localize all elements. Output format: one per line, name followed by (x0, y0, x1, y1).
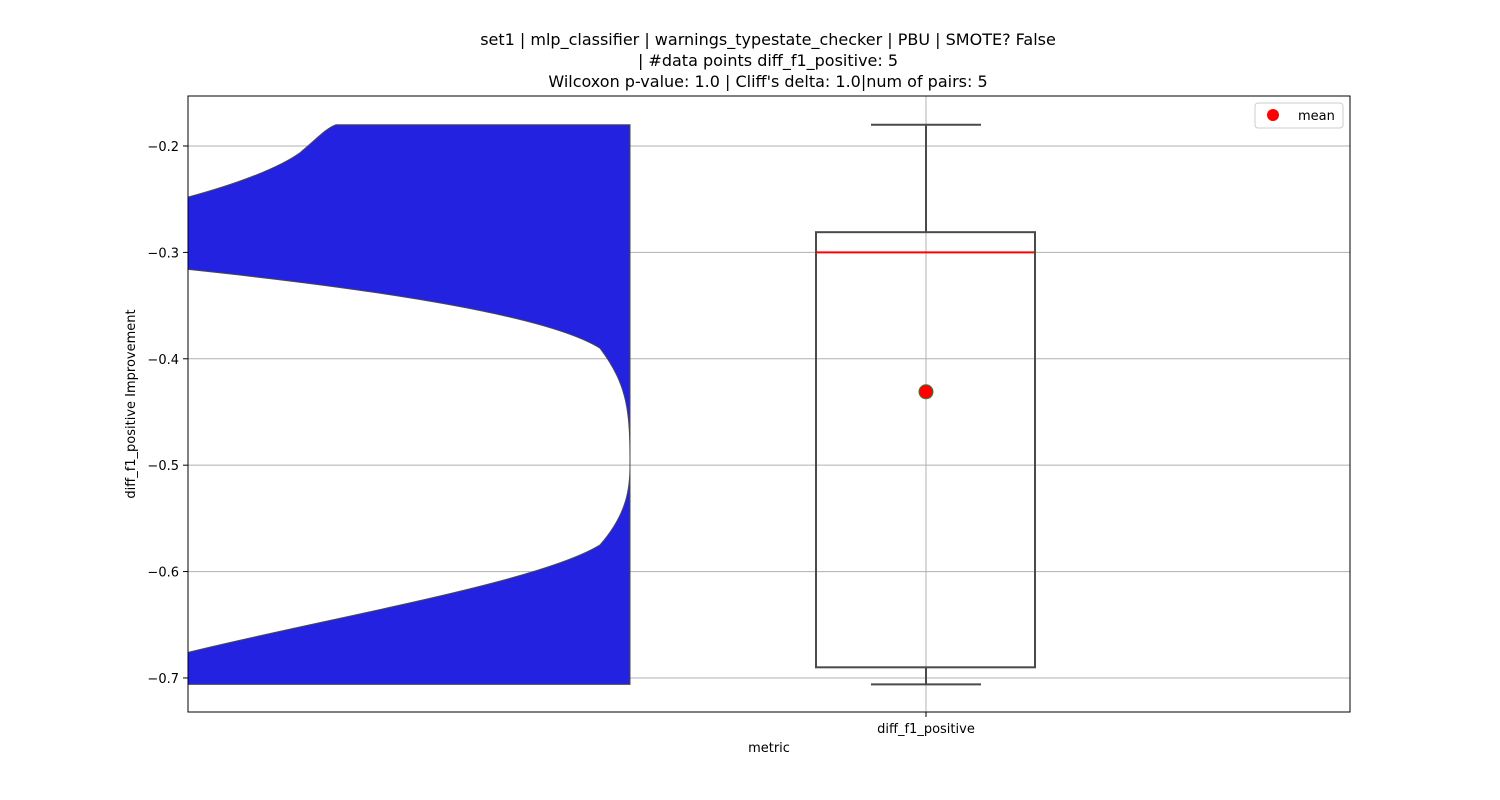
y-tick-label: −0.5 (147, 459, 179, 474)
legend: mean (1254, 102, 1344, 129)
chart-title-line-3: Wilcoxon p-value: 1.0 | Cliff's delta: 1… (548, 72, 988, 91)
legend-box (1254, 102, 1344, 129)
y-tick-label: −0.2 (147, 140, 179, 155)
x-axis-ticks: diff_f1_positive (877, 712, 975, 737)
legend-label-mean: mean (1298, 109, 1335, 124)
y-tick-label: −0.3 (147, 246, 179, 261)
mean-marker (918, 384, 934, 400)
legend-mean-marker (1267, 109, 1279, 121)
chart-title-line-2: | #data points diff_f1_positive: 5 (637, 51, 899, 70)
violin-shape (187, 124, 631, 685)
y-axis-label: diff_f1_positive Improvement (124, 309, 139, 498)
y-tick-label: −0.7 (147, 672, 179, 687)
box-plot (815, 123, 1036, 686)
y-axis-ticks: −0.2 −0.3 −0.4 −0.5 −0.6 −0.7 (147, 140, 188, 687)
plot-frame (187, 95, 1351, 713)
y-tick-label: −0.4 (147, 353, 179, 368)
x-tick-label: diff_f1_positive (877, 722, 975, 737)
chart-title-line-1: set1 | mlp_classifier | warnings_typesta… (480, 30, 1056, 49)
y-tick-label: −0.6 (147, 566, 179, 581)
x-axis-label: metric (748, 741, 790, 756)
